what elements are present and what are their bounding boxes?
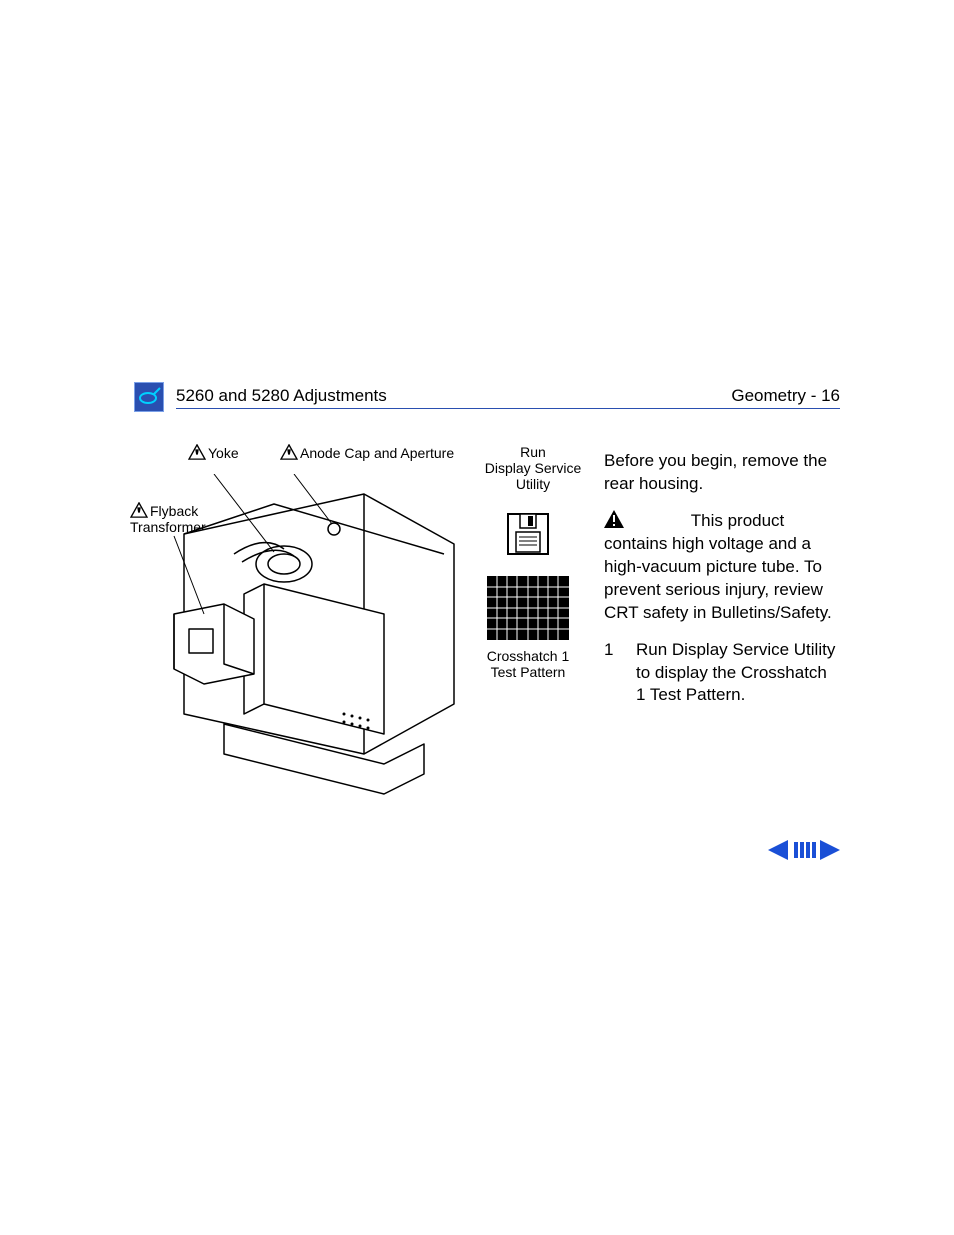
warning-text: This product contains high voltage and a… <box>604 511 832 622</box>
device-diagram <box>134 474 474 814</box>
callout-utility-l1: Run <box>520 444 546 460</box>
callout-crosshatch: Crosshatch 1 Test Pattern <box>482 648 574 680</box>
prev-page-button[interactable] <box>768 840 788 860</box>
callout-utility: Run Display Service Utility <box>478 444 588 492</box>
page-nav[interactable] <box>768 838 840 862</box>
intro-paragraph: Before you begin, remove the rear housin… <box>604 450 840 496</box>
content-area: 5260 and 5280 Adjustments Geometry - 16 … <box>134 382 840 830</box>
warning-icon <box>188 444 206 460</box>
next-page-button[interactable] <box>820 840 840 860</box>
step-1: 1 Run Display Service Utility to display… <box>604 639 840 708</box>
callout-crosshatch-l1: Crosshatch 1 <box>487 648 569 664</box>
callout-yoke: Yoke <box>188 444 239 461</box>
warning-paragraph: This product contains high voltage and a… <box>604 510 840 625</box>
callout-utility-l3: Utility <box>516 476 550 492</box>
nav-bars-icon <box>794 842 816 858</box>
header-text: 5260 and 5280 Adjustments Geometry - 16 <box>176 386 840 409</box>
step-number: 1 <box>604 639 622 708</box>
warning-icon <box>604 510 624 528</box>
utility-disk-icon <box>506 512 550 556</box>
header-page-ref: Geometry - 16 <box>731 386 840 406</box>
callout-utility-l2: Display Service <box>485 460 581 476</box>
manual-icon <box>134 382 164 412</box>
callout-anode: Anode Cap and Aperture <box>280 444 454 461</box>
header-title: 5260 and 5280 Adjustments <box>176 386 387 406</box>
step-text: Run Display Service Utility to display t… <box>636 639 840 708</box>
crosshatch-pattern-icon <box>487 576 569 640</box>
callout-anode-label: Anode Cap and Aperture <box>300 445 454 461</box>
callout-crosshatch-l2: Test Pattern <box>491 664 566 680</box>
page: 5260 and 5280 Adjustments Geometry - 16 … <box>0 0 954 1235</box>
body: Yoke Anode Cap and Aperture FlybackTrans… <box>134 450 840 830</box>
warning-icon <box>280 444 298 460</box>
figure: Yoke Anode Cap and Aperture FlybackTrans… <box>134 450 574 830</box>
page-header: 5260 and 5280 Adjustments Geometry - 16 <box>134 382 840 412</box>
instruction-text: Before you begin, remove the rear housin… <box>604 450 840 830</box>
callout-yoke-label: Yoke <box>208 445 239 461</box>
